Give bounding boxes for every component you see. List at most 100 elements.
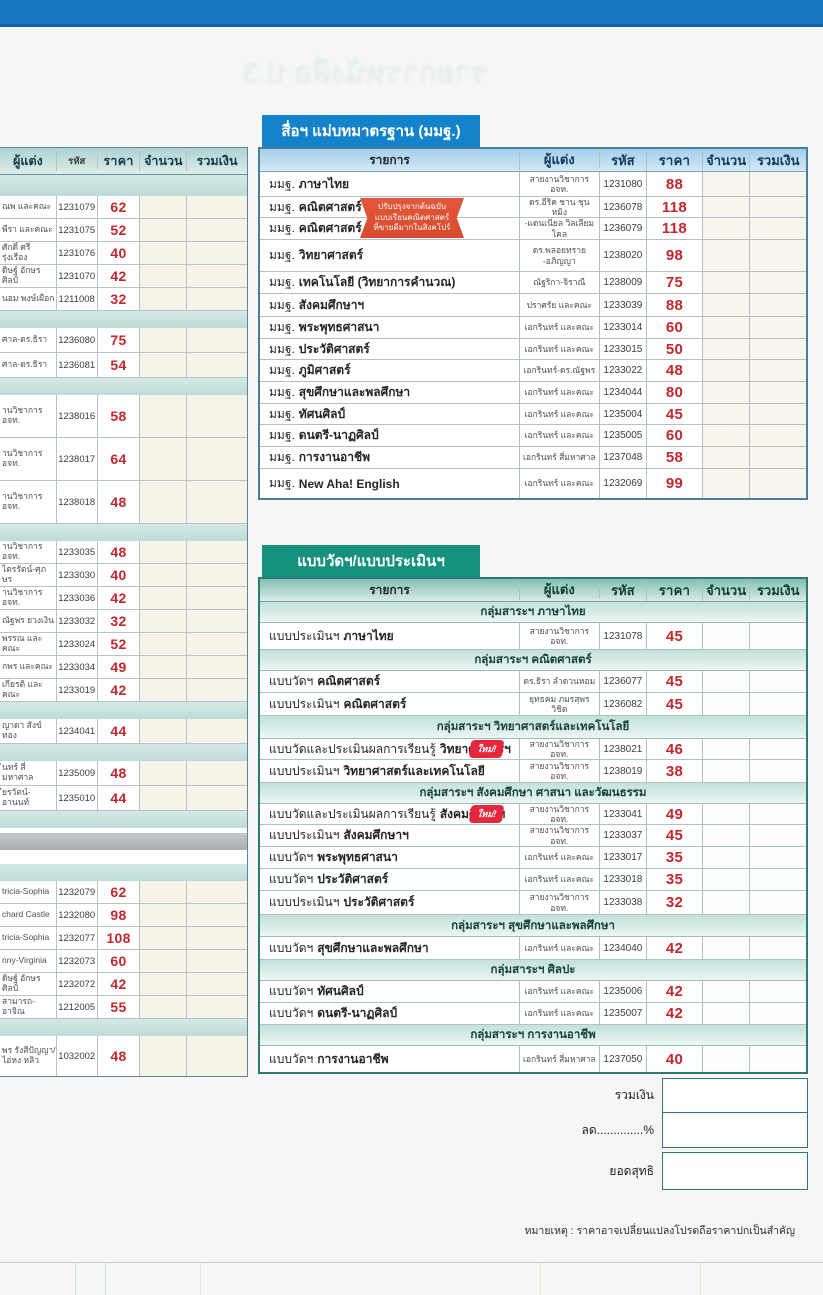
- total-cell[interactable]: [187, 950, 247, 972]
- qty-cell[interactable]: [702, 339, 751, 359]
- qty-cell[interactable]: [702, 1046, 751, 1072]
- total-cell[interactable]: [750, 317, 806, 338]
- total-cell[interactable]: [750, 197, 806, 217]
- total-cell[interactable]: [750, 937, 806, 959]
- total-cell[interactable]: [750, 891, 806, 914]
- total-cell[interactable]: [187, 610, 247, 632]
- total-cell[interactable]: [187, 679, 247, 701]
- total-cell[interactable]: [187, 481, 247, 523]
- qty-cell[interactable]: [702, 360, 751, 381]
- summary-net-box[interactable]: [662, 1152, 808, 1190]
- total-cell[interactable]: [187, 719, 247, 743]
- qty-cell[interactable]: [702, 172, 751, 196]
- qty-cell[interactable]: [140, 656, 188, 678]
- qty-cell[interactable]: [140, 265, 188, 287]
- total-cell[interactable]: [187, 219, 247, 241]
- total-cell[interactable]: [187, 656, 247, 678]
- summary-discount-box[interactable]: [662, 1112, 808, 1148]
- total-cell[interactable]: [187, 881, 247, 903]
- total-cell[interactable]: [750, 981, 806, 1002]
- qty-cell[interactable]: [702, 404, 751, 424]
- qty-cell[interactable]: [140, 196, 188, 218]
- qty-cell[interactable]: [702, 869, 751, 890]
- qty-cell[interactable]: [140, 719, 188, 743]
- qty-cell[interactable]: [140, 881, 188, 903]
- qty-cell[interactable]: [702, 693, 751, 715]
- total-cell[interactable]: [750, 739, 806, 759]
- total-cell[interactable]: [187, 1036, 247, 1076]
- qty-cell[interactable]: [140, 1036, 188, 1076]
- total-cell[interactable]: [750, 469, 806, 498]
- qty-cell[interactable]: [702, 825, 751, 846]
- qty-cell[interactable]: [140, 541, 188, 563]
- total-cell[interactable]: [750, 847, 806, 868]
- qty-cell[interactable]: [702, 272, 751, 293]
- qty-cell[interactable]: [140, 950, 188, 972]
- qty-cell[interactable]: [140, 904, 188, 926]
- total-cell[interactable]: [187, 395, 247, 437]
- total-cell[interactable]: [187, 587, 247, 609]
- qty-cell[interactable]: [702, 1003, 751, 1024]
- qty-cell[interactable]: [702, 469, 751, 498]
- qty-cell[interactable]: [140, 438, 188, 480]
- qty-cell[interactable]: [140, 288, 188, 310]
- qty-cell[interactable]: [140, 786, 188, 810]
- total-cell[interactable]: [187, 786, 247, 810]
- qty-cell[interactable]: [702, 317, 751, 338]
- qty-cell[interactable]: [140, 679, 188, 701]
- qty-cell[interactable]: [140, 927, 188, 949]
- total-cell[interactable]: [187, 904, 247, 926]
- qty-cell[interactable]: [702, 671, 751, 692]
- qty-cell[interactable]: [702, 981, 751, 1002]
- qty-cell[interactable]: [140, 242, 188, 264]
- qty-cell[interactable]: [702, 240, 751, 271]
- total-cell[interactable]: [750, 825, 806, 846]
- total-cell[interactable]: [187, 328, 247, 352]
- total-cell[interactable]: [750, 425, 806, 446]
- qty-cell[interactable]: [140, 328, 188, 352]
- total-cell[interactable]: [187, 927, 247, 949]
- total-cell[interactable]: [187, 196, 247, 218]
- total-cell[interactable]: [187, 265, 247, 287]
- qty-cell[interactable]: [702, 294, 751, 316]
- total-cell[interactable]: [750, 272, 806, 293]
- qty-cell[interactable]: [140, 973, 188, 995]
- total-cell[interactable]: [750, 1003, 806, 1024]
- qty-cell[interactable]: [702, 382, 751, 403]
- total-cell[interactable]: [187, 633, 247, 655]
- total-cell[interactable]: [187, 973, 247, 995]
- total-cell[interactable]: [187, 288, 247, 310]
- total-cell[interactable]: [750, 804, 806, 824]
- qty-cell[interactable]: [702, 760, 751, 782]
- total-cell[interactable]: [750, 218, 806, 239]
- qty-cell[interactable]: [140, 219, 188, 241]
- qty-cell[interactable]: [140, 481, 188, 523]
- total-cell[interactable]: [750, 869, 806, 890]
- total-cell[interactable]: [187, 996, 247, 1018]
- qty-cell[interactable]: [702, 937, 751, 959]
- total-cell[interactable]: [750, 671, 806, 692]
- qty-cell[interactable]: [140, 353, 188, 377]
- qty-cell[interactable]: [702, 847, 751, 868]
- qty-cell[interactable]: [702, 739, 751, 759]
- total-cell[interactable]: [187, 242, 247, 264]
- qty-cell[interactable]: [140, 564, 188, 586]
- total-cell[interactable]: [187, 541, 247, 563]
- total-cell[interactable]: [750, 404, 806, 424]
- total-cell[interactable]: [750, 693, 806, 715]
- total-cell[interactable]: [750, 382, 806, 403]
- total-cell[interactable]: [750, 240, 806, 271]
- qty-cell[interactable]: [702, 447, 751, 468]
- qty-cell[interactable]: [702, 623, 751, 649]
- total-cell[interactable]: [750, 339, 806, 359]
- total-cell[interactable]: [187, 353, 247, 377]
- total-cell[interactable]: [750, 447, 806, 468]
- total-cell[interactable]: [750, 294, 806, 316]
- total-cell[interactable]: [750, 1046, 806, 1072]
- total-cell[interactable]: [187, 438, 247, 480]
- total-cell[interactable]: [187, 564, 247, 586]
- total-cell[interactable]: [187, 761, 247, 785]
- qty-cell[interactable]: [702, 218, 751, 239]
- qty-cell[interactable]: [140, 996, 188, 1018]
- qty-cell[interactable]: [140, 633, 188, 655]
